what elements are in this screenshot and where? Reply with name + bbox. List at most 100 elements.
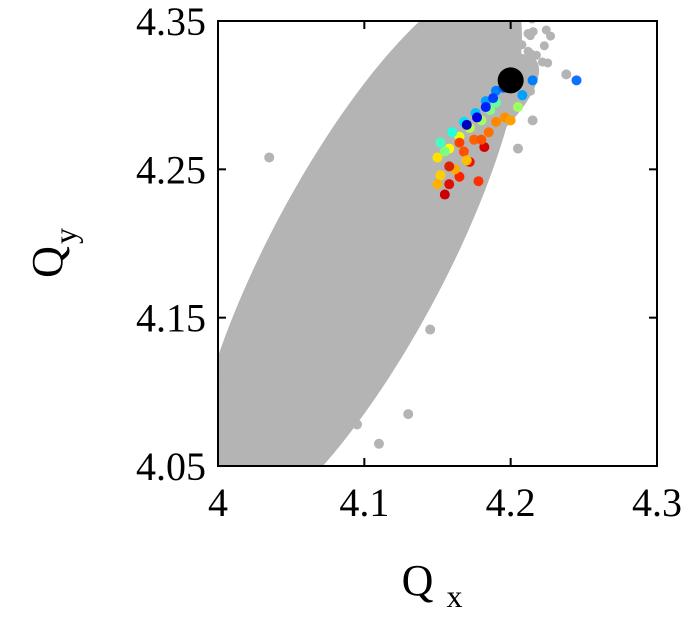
cloud-dot xyxy=(315,184,325,194)
cloud-dot xyxy=(436,62,446,72)
cloud-dot xyxy=(315,281,325,291)
cloud-dot xyxy=(350,219,360,229)
cloud-dot xyxy=(204,424,213,433)
data-point xyxy=(476,134,487,145)
cloud-dot xyxy=(355,200,365,210)
cloud-dot xyxy=(391,107,401,117)
cloud-dot xyxy=(365,131,375,141)
cloud-dot xyxy=(231,370,241,380)
cloud-dot xyxy=(371,125,381,135)
data-point xyxy=(480,102,491,113)
cloud-dot xyxy=(237,430,247,440)
cloud-dot xyxy=(246,311,256,321)
cloud-dot xyxy=(310,273,320,283)
x-axis-label-subscript: x xyxy=(447,578,463,614)
cloud-dot xyxy=(201,421,210,430)
cloud-dot xyxy=(209,386,218,395)
cloud-dot xyxy=(454,81,464,91)
data-point xyxy=(571,75,582,86)
cloud-dot xyxy=(525,86,535,96)
cloud-dot xyxy=(495,50,505,60)
cloud-dot xyxy=(346,252,356,262)
data-point xyxy=(447,127,458,138)
cloud-dot xyxy=(439,97,449,107)
data-point xyxy=(505,115,516,126)
cloud-dot xyxy=(481,59,491,69)
data-point xyxy=(454,137,465,148)
cloud-dot xyxy=(225,422,235,432)
cloud-dot xyxy=(372,183,382,193)
cloud-dot xyxy=(353,226,363,236)
cloud-dot xyxy=(421,150,431,160)
cloud-dot xyxy=(218,402,224,412)
cloud-dot xyxy=(343,159,353,169)
cloud-dot xyxy=(298,392,308,402)
data-point xyxy=(512,102,523,113)
cloud-dot xyxy=(270,319,280,329)
cloud-dot xyxy=(278,421,288,431)
cloud-dot xyxy=(308,374,318,384)
cloud-outlier-dot xyxy=(373,438,384,449)
cloud-dot xyxy=(360,154,370,164)
cloud-outlier-dot xyxy=(425,324,436,335)
cloud-dot xyxy=(517,40,527,50)
cloud-dot xyxy=(355,212,365,222)
cloud-dot xyxy=(347,183,357,193)
cloud-dot xyxy=(341,144,351,154)
cloud-dot xyxy=(260,439,270,449)
cloud-dot xyxy=(279,267,289,277)
cloud-dot xyxy=(233,337,243,347)
data-point xyxy=(432,152,443,163)
cloud-dot xyxy=(451,74,461,84)
cloud-dot xyxy=(341,301,351,311)
cloud-dot xyxy=(257,386,267,396)
cloud-dot xyxy=(274,301,284,311)
cloud-dot xyxy=(369,140,379,150)
data-point xyxy=(435,170,446,181)
cloud-dot xyxy=(334,291,344,301)
cloud-outlier-dot xyxy=(403,409,414,420)
data-point xyxy=(439,146,450,157)
data-point xyxy=(517,90,528,101)
cloud-dot xyxy=(453,33,463,43)
cloud-dot xyxy=(218,429,225,439)
cloud-outlier-dot xyxy=(561,69,572,80)
y-tick-label: 4.05 xyxy=(136,444,206,489)
cloud-dot xyxy=(242,344,252,354)
cloud-dot xyxy=(294,344,304,354)
cloud-dot xyxy=(382,155,392,165)
cloud-dot xyxy=(322,271,332,281)
cloud-dot xyxy=(276,382,286,392)
cloud-dot xyxy=(268,399,278,409)
cloud-dot xyxy=(352,189,362,199)
cloud-dot xyxy=(218,439,225,449)
cloud-dot xyxy=(477,83,487,93)
cloud-dot xyxy=(265,332,275,342)
cloud-dot xyxy=(242,392,252,402)
cloud-dot xyxy=(253,417,263,427)
cloud-dot xyxy=(328,209,338,219)
background-cloud xyxy=(201,21,572,466)
cloud-dot xyxy=(437,48,447,58)
cloud-dot xyxy=(430,127,440,137)
cloud-dot xyxy=(413,132,423,142)
cloud-dot xyxy=(504,44,514,54)
cloud-dot xyxy=(288,394,298,404)
x-tick-label: 4.1 xyxy=(339,480,389,525)
cloud-dot xyxy=(286,303,296,313)
y-axis-label: Q xyxy=(23,246,72,278)
cloud-dot xyxy=(388,213,398,223)
cloud-dot xyxy=(221,397,231,407)
cloud-dot xyxy=(340,216,350,226)
cloud-dot xyxy=(289,263,299,273)
cloud-dot xyxy=(333,177,343,187)
cloud-outlier-dot xyxy=(264,152,275,163)
cloud-dot xyxy=(264,349,274,359)
cloud-dot xyxy=(373,198,383,208)
data-point xyxy=(454,171,465,182)
cloud-dot xyxy=(469,65,479,75)
cloud-dot xyxy=(261,372,271,382)
cloud-dot xyxy=(490,62,500,72)
cloud-dot xyxy=(327,239,337,249)
cloud-dot xyxy=(300,318,310,328)
